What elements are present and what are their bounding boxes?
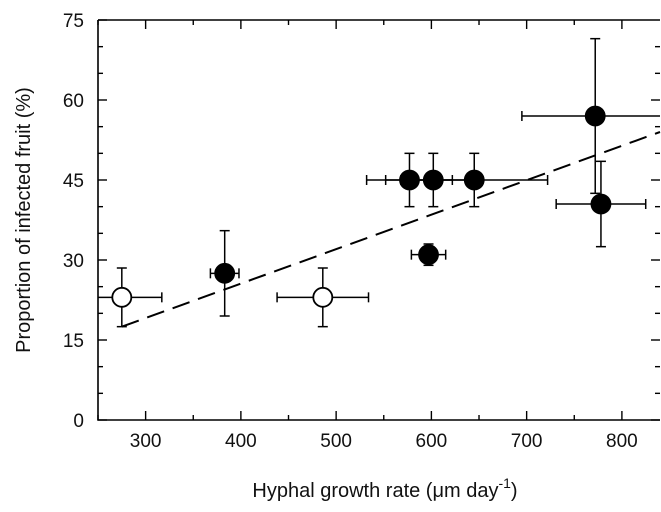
x-axis-label: Hyphal growth rate (μm day-1)	[252, 475, 517, 502]
y-tick-label: 60	[63, 91, 84, 112]
x-tick-label: 400	[225, 431, 257, 452]
axis-frame	[97, 19, 660, 421]
data-point-filled	[214, 262, 236, 284]
plot-area: 0 15 30 45 60 75 300 400 500 600 700 800	[63, 11, 661, 452]
trend-line	[121, 131, 661, 328]
x-tick-label: 300	[130, 431, 162, 452]
data-point-filled	[590, 193, 612, 215]
y-tick-label: 45	[63, 171, 84, 192]
x-tick-label: 700	[511, 431, 543, 452]
x-axis-label-suffix: )	[511, 480, 518, 502]
data-point-filled	[418, 244, 439, 266]
data-point-open	[312, 286, 334, 308]
data-point-filled	[584, 105, 606, 127]
y-axis-label: Proportion of infected fruit (%)	[13, 87, 35, 353]
data-point-open	[111, 286, 133, 308]
x-axis-label-main: Hyphal growth rate (μm day	[252, 480, 498, 502]
x-tick-label: 800	[606, 431, 638, 452]
x-axis-label-superscript: -1	[498, 475, 511, 491]
y-tick-label: 30	[63, 251, 84, 272]
y-tick-label: 15	[63, 331, 84, 352]
y-tick-label: 75	[63, 11, 84, 32]
x-tick-label: 500	[320, 431, 352, 452]
x-tick-label: 600	[416, 431, 448, 452]
data-point-filled	[463, 169, 485, 191]
y-tick-label: 0	[73, 411, 84, 432]
